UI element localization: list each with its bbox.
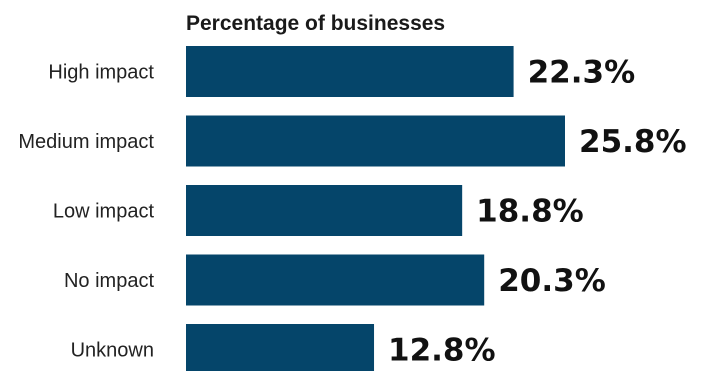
category-label: No impact <box>64 270 154 292</box>
chart-title: Percentage of businesses <box>186 12 445 35</box>
bar <box>186 46 514 97</box>
value-label: 18.8% <box>476 194 584 230</box>
bar <box>186 115 565 167</box>
value-label: 22.3% <box>528 55 636 91</box>
value-label: 25.8% <box>579 124 687 160</box>
bar <box>186 185 463 236</box>
bar <box>186 324 375 371</box>
value-label: 20.3% <box>498 263 606 299</box>
category-label: High impact <box>48 62 154 84</box>
bar <box>186 254 485 306</box>
category-label: Medium impact <box>18 131 154 153</box>
category-label: Low impact <box>53 201 155 223</box>
bars-group: High impact 22.3% Medium impact 25.8% Low im… <box>18 46 687 371</box>
category-label: Unknown <box>71 340 154 362</box>
value-label: 12.8% <box>388 333 496 369</box>
